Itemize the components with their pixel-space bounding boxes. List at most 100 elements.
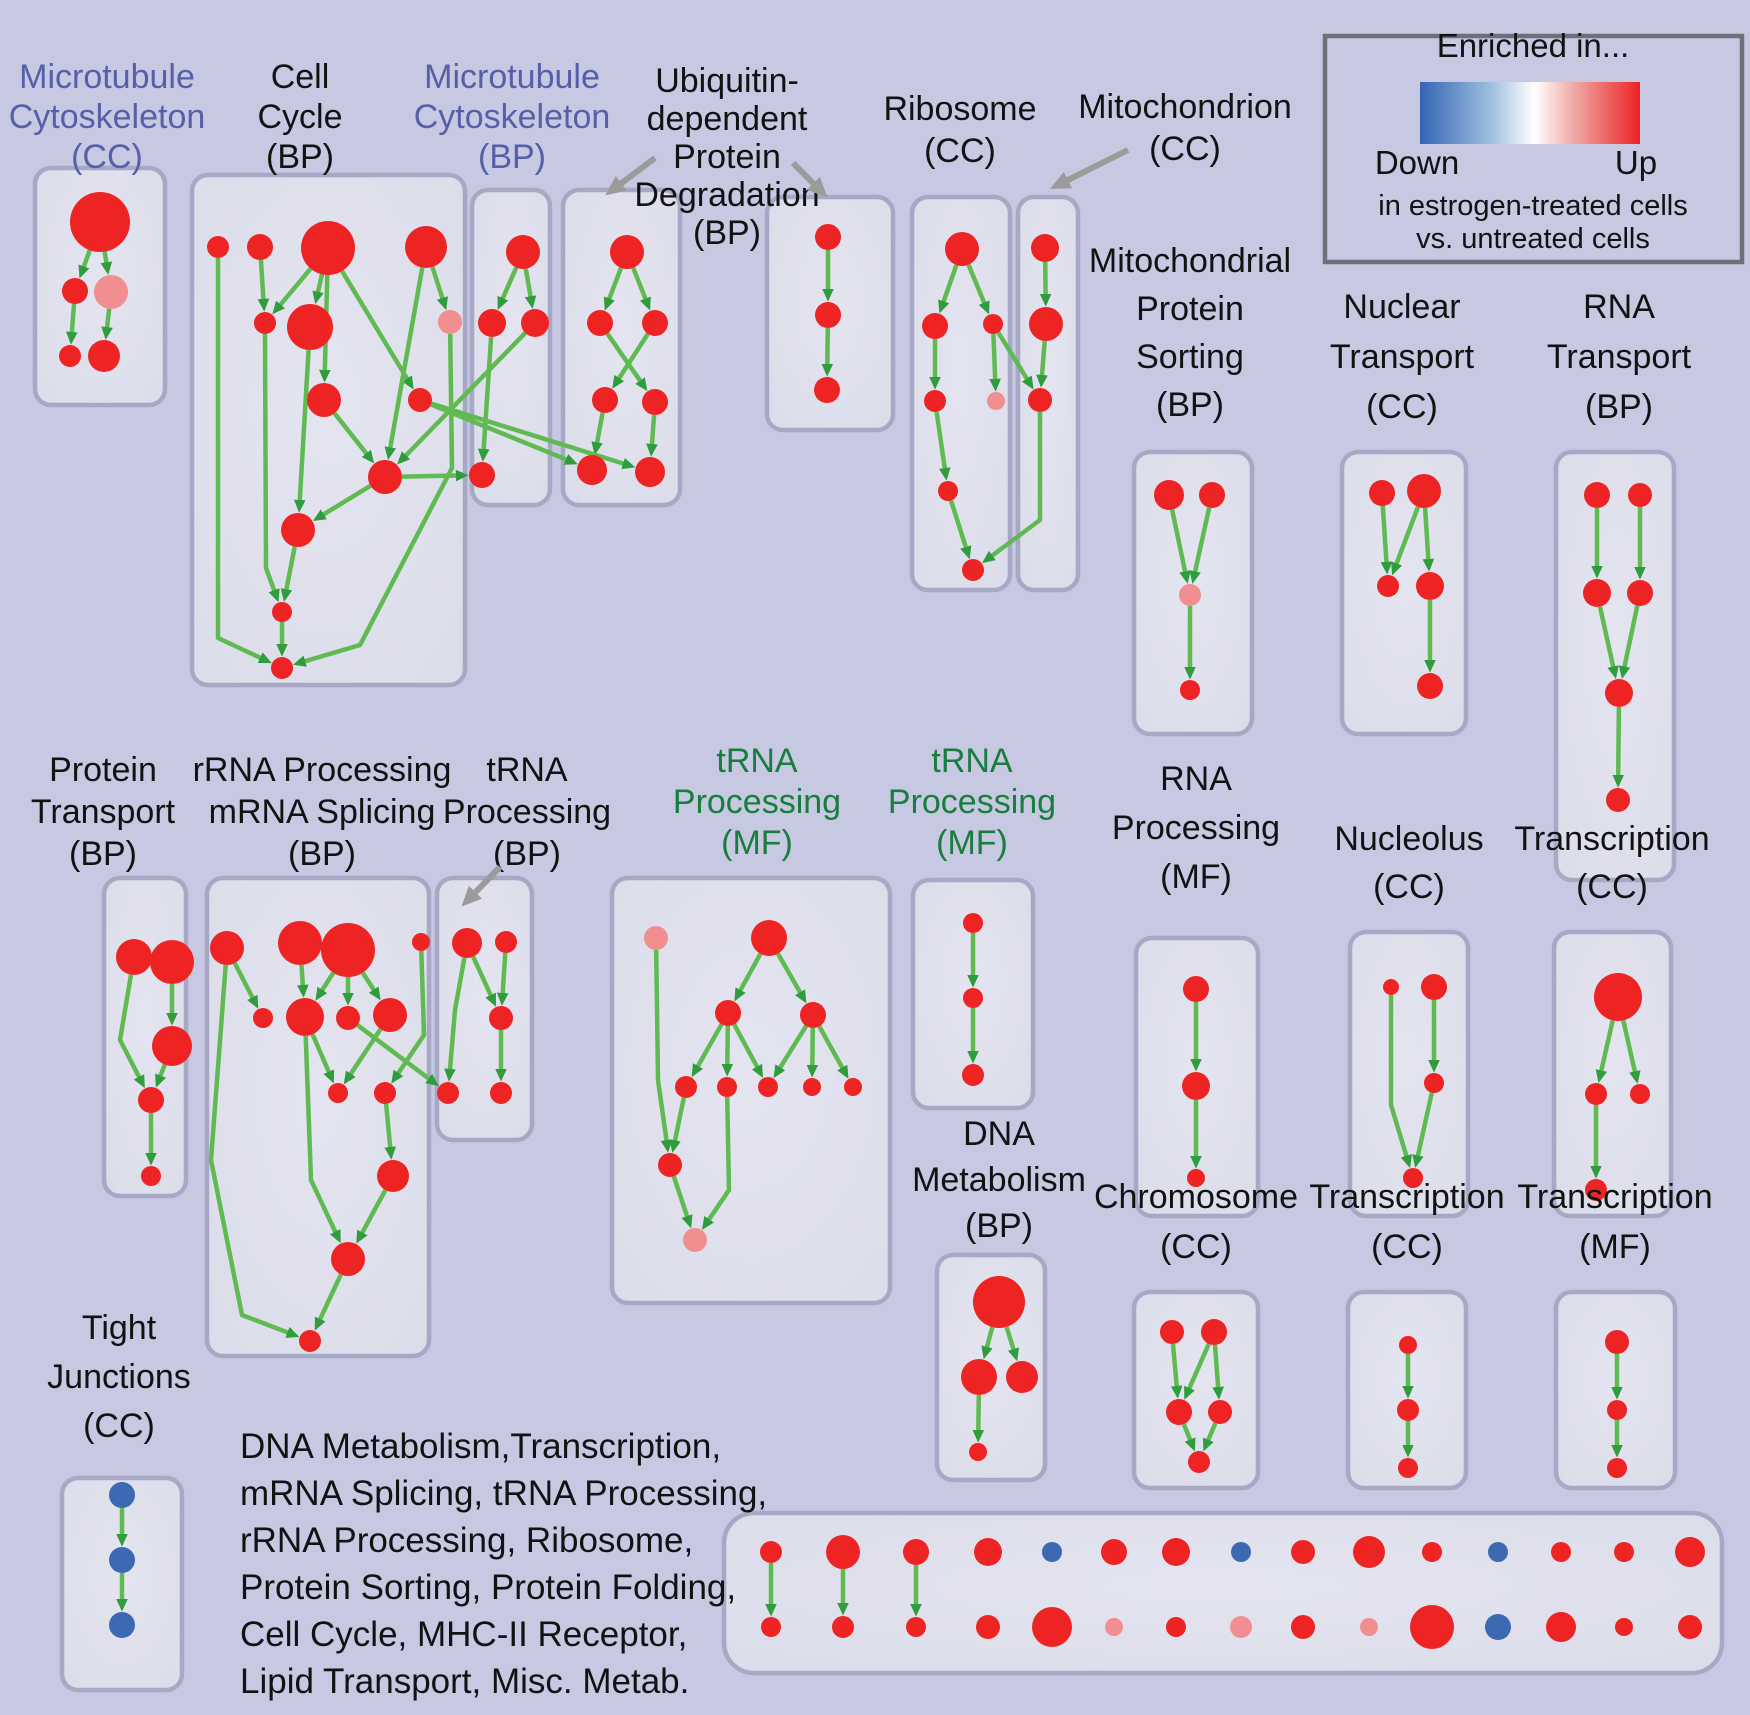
node-misc-top-6 (1101, 1539, 1127, 1565)
legend-gradient-bar (1420, 82, 1640, 144)
label-microtubule-cc: Microtubule Cytoskeleton (CC) (9, 58, 206, 176)
node-ubiquitin-left-b2 (635, 457, 665, 487)
label-ubiquitin: Ubiquitin-dependent Protein Degradation (BP… (634, 62, 819, 252)
edge-trna-mf-large-mr-b3 (773, 1024, 809, 1079)
node-nucleolus-tr (1421, 974, 1447, 1000)
node-cell-cycle-l (272, 602, 292, 622)
node-transcription-mf-c1 (1605, 1330, 1629, 1354)
node-transcription-mf-c3 (1607, 1458, 1627, 1478)
node-rna-transport-tl (1584, 482, 1610, 508)
node-misc-top-1 (760, 1541, 782, 1563)
node-transcription-cc-mid-big (1594, 973, 1642, 1021)
edge-nuclear-transport-tr-mr (1422, 507, 1435, 572)
node-misc-bottom-8 (1230, 1616, 1252, 1638)
node-ribosome-r6 (938, 481, 958, 501)
edge-rrna-mrna-r1-bot (208, 964, 300, 1338)
label-categories-text: DNA Metabolism,Transcription, mRNA Splici… (240, 1427, 767, 1701)
edge-cell-cycle-c-f (312, 273, 325, 305)
node-transcription-cc-bottom-c1 (1399, 1336, 1417, 1354)
arrow-to-trna-bp (461, 864, 503, 907)
label-microtubule-bp: Microtubule Cytoskeleton (BP) (414, 58, 611, 176)
edge-transcription-cc-mid-big-ml (1595, 1019, 1615, 1083)
edge-chromosome-mr-b (1202, 1422, 1218, 1452)
node-transcription-cc-bottom-c2 (1397, 1399, 1419, 1421)
node-nucleolus-m (1424, 1073, 1444, 1093)
label-protein-transport: Protein Transport (BP) (31, 751, 176, 873)
edge-rrna-mrna-l2-big (383, 1103, 396, 1160)
node-rrna-mrna-m2 (286, 998, 324, 1036)
node-ubiquitin-right-u3 (814, 377, 840, 403)
node-ribosome-r1 (945, 232, 979, 266)
edge-cell-cycle-b-e (257, 259, 270, 312)
node-misc-top-7 (1162, 1538, 1190, 1566)
label-trna-mf-1: tRNA Processing (MF) (673, 742, 841, 862)
arrow-to-ubiquitin-right (790, 160, 828, 198)
label-transcription-cc-mid: Transcription (CC) (1514, 820, 1709, 906)
node-misc-top-4 (974, 1538, 1002, 1566)
edge-microtubule-bp-t-m1 (497, 266, 519, 310)
node-misc-top-13 (1551, 1542, 1571, 1562)
edge-trna-mf-large-mr-b4 (806, 1027, 819, 1078)
node-mitochondrion-m3 (1028, 388, 1052, 412)
node-chromosome-tl (1160, 1320, 1184, 1344)
node-nuclear-transport-mr (1416, 572, 1444, 600)
node-transcription-mf-c2 (1607, 1400, 1627, 1420)
node-cell-cycle-h (307, 383, 341, 417)
node-trna-mf-large-b4 (803, 1078, 821, 1096)
cross-edge-mitochondrion.m3-ribosome.r7 (982, 412, 1043, 564)
node-nuclear-transport-ml (1377, 575, 1399, 597)
node-microtubule-cc-n3 (94, 275, 128, 309)
edge-trna-mf-large-ml-b3 (732, 1023, 764, 1078)
edge-ubiquitin-right-u2-u3 (821, 327, 834, 377)
node-trna-mf-small-c2 (963, 988, 983, 1008)
label-transcription-cc-bottom: Transcription (CC) (1309, 1178, 1504, 1266)
node-rrna-mrna-r4 (412, 933, 430, 951)
edge-trna-mf-large-pk-low (653, 949, 673, 1153)
edge-nuclear-transport-tl-ml (1380, 505, 1393, 575)
edge-cell-cycle-g-m (292, 333, 455, 667)
edge-trna-bp-tl-mid (471, 955, 496, 1007)
edge-rrna-mrna-m2-l1 (310, 1033, 335, 1084)
node-rrna-mrna-l2 (374, 1082, 396, 1104)
edge-ubiquitin-left-t-m1 (603, 267, 624, 311)
label-trna-mf-2: tRNA Processing (MF) (888, 742, 1056, 862)
edge-mito-protein-sorting-t1-p (1169, 509, 1191, 584)
edge-nucleolus-m-b (1412, 1092, 1434, 1168)
node-misc-top-14 (1614, 1542, 1634, 1562)
node-misc-bottom-3 (906, 1617, 926, 1637)
edge-cell-cycle-c-i (340, 269, 414, 390)
edge-ribosome-r6-r7 (948, 499, 972, 560)
node-cell-cycle-f (287, 304, 333, 350)
edge-chromosome-tr-mr (1212, 1344, 1224, 1400)
group-box-nucleolus (1347, 929, 1471, 1219)
edge-cell-cycle-d-j (384, 267, 425, 460)
legend-down-label: Down (1375, 144, 1459, 181)
label-chromosome: Chromosome (CC) (1094, 1178, 1298, 1266)
node-trna-bp-bl (437, 1082, 459, 1104)
node-rrna-mrna-r3 (321, 923, 375, 977)
edge-protein-transport-c-d (155, 1063, 167, 1088)
edge-dna-metabolism-big-ml (981, 1326, 995, 1360)
node-ubiquitin-left-b1 (577, 455, 607, 485)
node-trna-mf-large-low (658, 1153, 682, 1177)
edge-trna-bp-tl-bl (444, 957, 467, 1082)
edge-dna-metabolism-big-mr (1004, 1326, 1020, 1362)
label-transcription-mf: Transcription (MF) (1517, 1178, 1712, 1266)
node-cell-cycle-a (207, 236, 229, 258)
edge-trna-mf-large-b1-low (669, 1097, 687, 1153)
label-mito-protein-sorting: Mitochondrial Protein Sorting (BP) (1089, 242, 1291, 424)
edge-transcription-cc-mid-big-mr (1621, 1019, 1641, 1084)
node-dna-metabolism-big (973, 1276, 1025, 1328)
legend-subtitle-2: vs. untreated cells (1416, 223, 1650, 255)
node-ubiquitin-left-t (610, 235, 644, 269)
edge-trna-mf-large-top-ml (734, 952, 763, 1002)
node-misc-bottom-11 (1410, 1605, 1454, 1649)
node-ribosome-r3 (983, 314, 1003, 334)
label-ribosome: Ribosome (CC) (883, 90, 1036, 170)
node-protein-transport-c (152, 1026, 192, 1066)
node-dna-metabolism-b (969, 1443, 987, 1461)
node-trna-mf-large-b3 (758, 1077, 778, 1097)
node-trna-bp-br (490, 1082, 512, 1104)
node-rna-processing-mf-c1 (1183, 976, 1209, 1002)
edge-trna-mf-large-ml-b2 (721, 1025, 734, 1077)
